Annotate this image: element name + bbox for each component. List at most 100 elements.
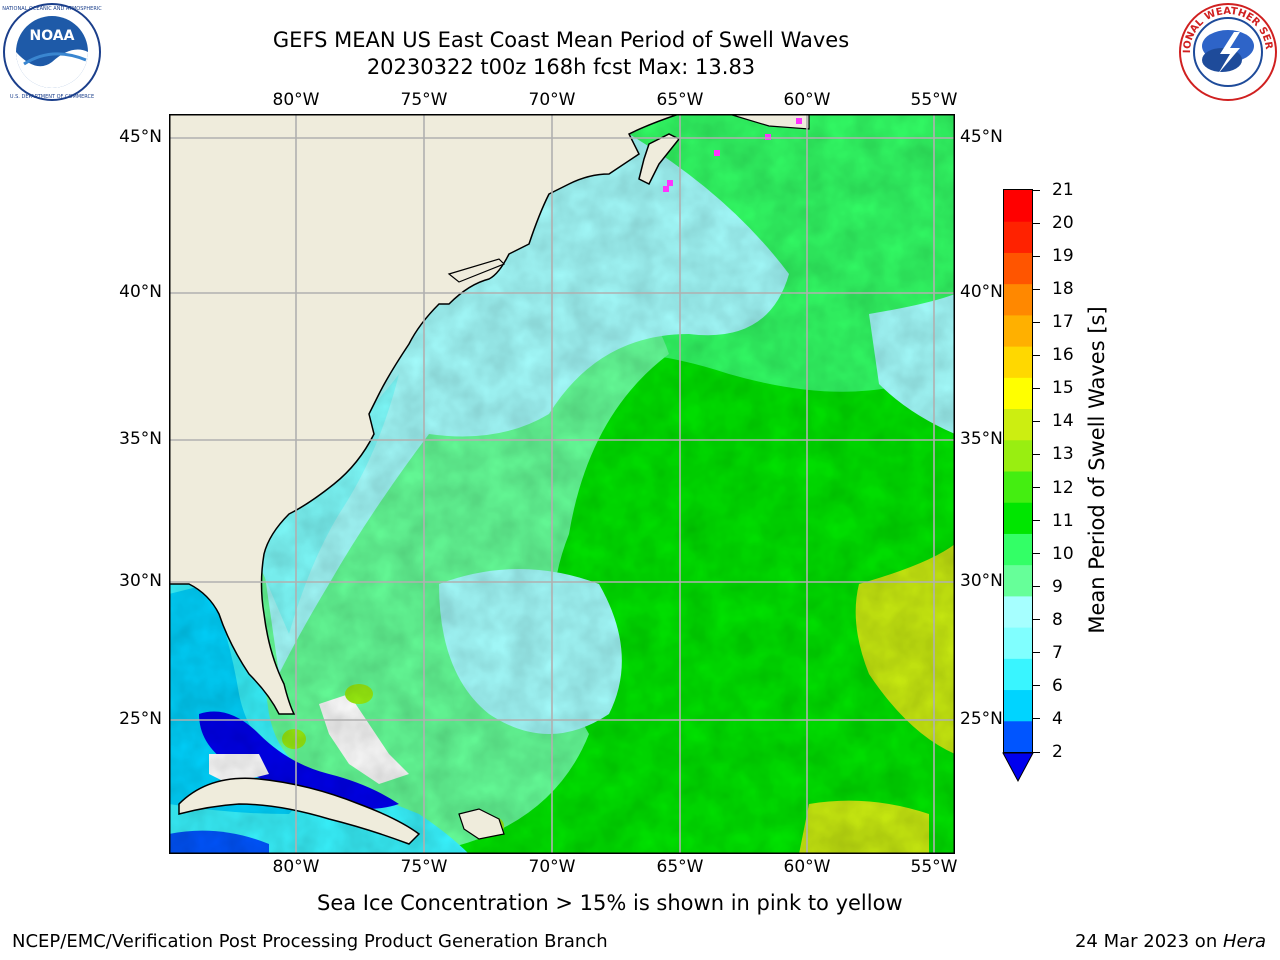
lat-tick-right: 35°N <box>960 429 1003 449</box>
colorbar-tick-mark <box>1032 354 1040 356</box>
colorbar-tick-label: 12 <box>1052 477 1074 498</box>
colorbar-tick-mark <box>1032 619 1040 621</box>
noaa-logo: NOAA NATIONAL OCEANIC AND ATMOSPHERIC U.… <box>2 2 102 102</box>
graticule <box>169 114 955 854</box>
lon-tick-top: 60°W <box>783 90 831 110</box>
lat-tick-right: 45°N <box>960 127 1003 147</box>
colorbar-band <box>1004 408 1032 441</box>
sea-ice-marker <box>667 180 673 186</box>
colorbar-band <box>1004 377 1032 410</box>
colorbar-tick-mark <box>1032 652 1040 654</box>
lon-tick-top: 80°W <box>272 90 320 110</box>
colorbar-band <box>1004 283 1032 316</box>
colorbar-tick-label: 6 <box>1052 675 1063 696</box>
page-title: GEFS MEAN US East Coast Mean Period of S… <box>272 28 850 52</box>
lat-tick-left: 25°N <box>119 709 162 729</box>
colorbar-tick-label: 11 <box>1052 510 1074 531</box>
colorbar-band <box>1004 720 1032 753</box>
colorbar-label: Mean Period of Swell Waves [s] <box>1085 306 1109 634</box>
lon-tick-top: 75°W <box>400 90 448 110</box>
footer-date: 24 Mar 2023 on Hera <box>1075 931 1266 952</box>
lon-tick-bottom: 65°W <box>656 857 704 877</box>
colorbar-band <box>1004 689 1032 722</box>
svg-text:NATIONAL OCEANIC AND ATMOSPHER: NATIONAL OCEANIC AND ATMOSPHERIC <box>2 6 102 12</box>
lat-tick-right: 30°N <box>960 571 1003 591</box>
lon-tick-bottom: 55°W <box>910 857 958 877</box>
lat-tick-left: 30°N <box>119 571 162 591</box>
colorbar-tick-mark <box>1032 685 1040 687</box>
footer-host: Hera <box>1222 931 1266 952</box>
colorbar-tick-mark <box>1032 751 1040 753</box>
footer-credit: NCEP/EMC/Verification Post Processing Pr… <box>12 931 608 952</box>
lat-tick-left: 45°N <box>119 127 162 147</box>
lon-tick-top: 70°W <box>528 90 576 110</box>
sea-ice-marker <box>714 150 720 156</box>
colorbar-band <box>1004 533 1032 566</box>
sea-ice-caption: Sea Ice Concentration > 15% is shown in … <box>317 891 903 915</box>
colorbar-tick-label: 7 <box>1052 642 1063 663</box>
lon-tick-bottom: 70°W <box>528 857 576 877</box>
colorbar-band <box>1004 439 1032 472</box>
colorbar <box>1002 189 1034 783</box>
colorbar-tick-label: 13 <box>1052 444 1074 465</box>
colorbar-band <box>1004 595 1032 628</box>
colorbar-tick-label: 15 <box>1052 378 1074 399</box>
noaa-logo-text: NOAA <box>30 28 75 44</box>
sea-ice-marker <box>796 118 802 124</box>
colorbar-band <box>1004 346 1032 378</box>
colorbar-tick-mark <box>1032 420 1040 422</box>
colorbar-band <box>1004 658 1032 691</box>
sea-ice-marker <box>765 134 771 140</box>
colorbar-tick-label: 16 <box>1052 345 1074 366</box>
colorbar-frame <box>1003 189 1033 753</box>
lat-tick-left: 40°N <box>119 282 162 302</box>
nws-logo: NATIONAL WEATHER SERVICE <box>1174 0 1278 102</box>
land-newfoundland <box>728 114 810 130</box>
colorbar-tick-mark <box>1032 288 1040 290</box>
lat-tick-right: 40°N <box>960 282 1003 302</box>
colorbar-tick-mark <box>1032 718 1040 720</box>
lat-tick-left: 35°N <box>119 429 162 449</box>
colorbar-band <box>1004 190 1032 222</box>
colorbar-tick-label: 2 <box>1052 742 1063 762</box>
map-panel <box>169 114 955 854</box>
colorbar-tick-mark <box>1032 520 1040 522</box>
lon-tick-top: 55°W <box>910 90 958 110</box>
colorbar-tick-mark <box>1032 586 1040 588</box>
colorbar-tick-mark <box>1032 553 1040 555</box>
colorbar-tick-mark <box>1032 387 1040 389</box>
colorbar-tick-label: 19 <box>1052 246 1074 267</box>
colorbar-tick-mark <box>1032 189 1040 191</box>
svg-text:U.S. DEPARTMENT OF COMMERCE: U.S. DEPARTMENT OF COMMERCE <box>10 94 94 100</box>
colorbar-tick-label: 17 <box>1052 312 1074 333</box>
colorbar-band <box>1004 252 1032 285</box>
colorbar-band <box>1004 471 1032 503</box>
land-hispaniola <box>458 808 505 840</box>
colorbar-band <box>1004 627 1032 659</box>
colorbar-tick-mark <box>1032 487 1040 489</box>
lat-tick-right: 25°N <box>960 709 1003 729</box>
colorbar-tick-label: 21 <box>1052 180 1074 200</box>
sea-ice-marker <box>663 186 669 192</box>
colorbar-tick-mark <box>1032 222 1040 224</box>
colorbar-band <box>1004 314 1032 347</box>
land-long-island <box>447 258 506 283</box>
lon-tick-bottom: 80°W <box>272 857 320 877</box>
colorbar-tick-label: 14 <box>1052 411 1074 432</box>
page-subtitle: 20230322 t00z 168h fcst Max: 13.83 <box>366 55 756 79</box>
colorbar-band <box>1004 221 1032 253</box>
footer-date-text: 24 Mar 2023 on <box>1074 931 1223 952</box>
lon-tick-top: 65°W <box>656 90 704 110</box>
colorbar-band <box>1004 502 1032 534</box>
colorbar-tick-label: 9 <box>1052 576 1063 597</box>
colorbar-tick-mark <box>1032 321 1040 323</box>
colorbar-under-arrow <box>1002 752 1034 783</box>
colorbar-tick-label: 8 <box>1052 609 1063 630</box>
colorbar-tick-mark <box>1032 255 1040 257</box>
colorbar-tick-label: 20 <box>1052 213 1074 234</box>
land-nova-scotia <box>638 133 681 186</box>
lon-tick-bottom: 60°W <box>783 857 831 877</box>
colorbar-tick-label: 10 <box>1052 543 1074 564</box>
land-cuba <box>178 777 421 845</box>
colorbar-tick-mark <box>1032 453 1040 455</box>
